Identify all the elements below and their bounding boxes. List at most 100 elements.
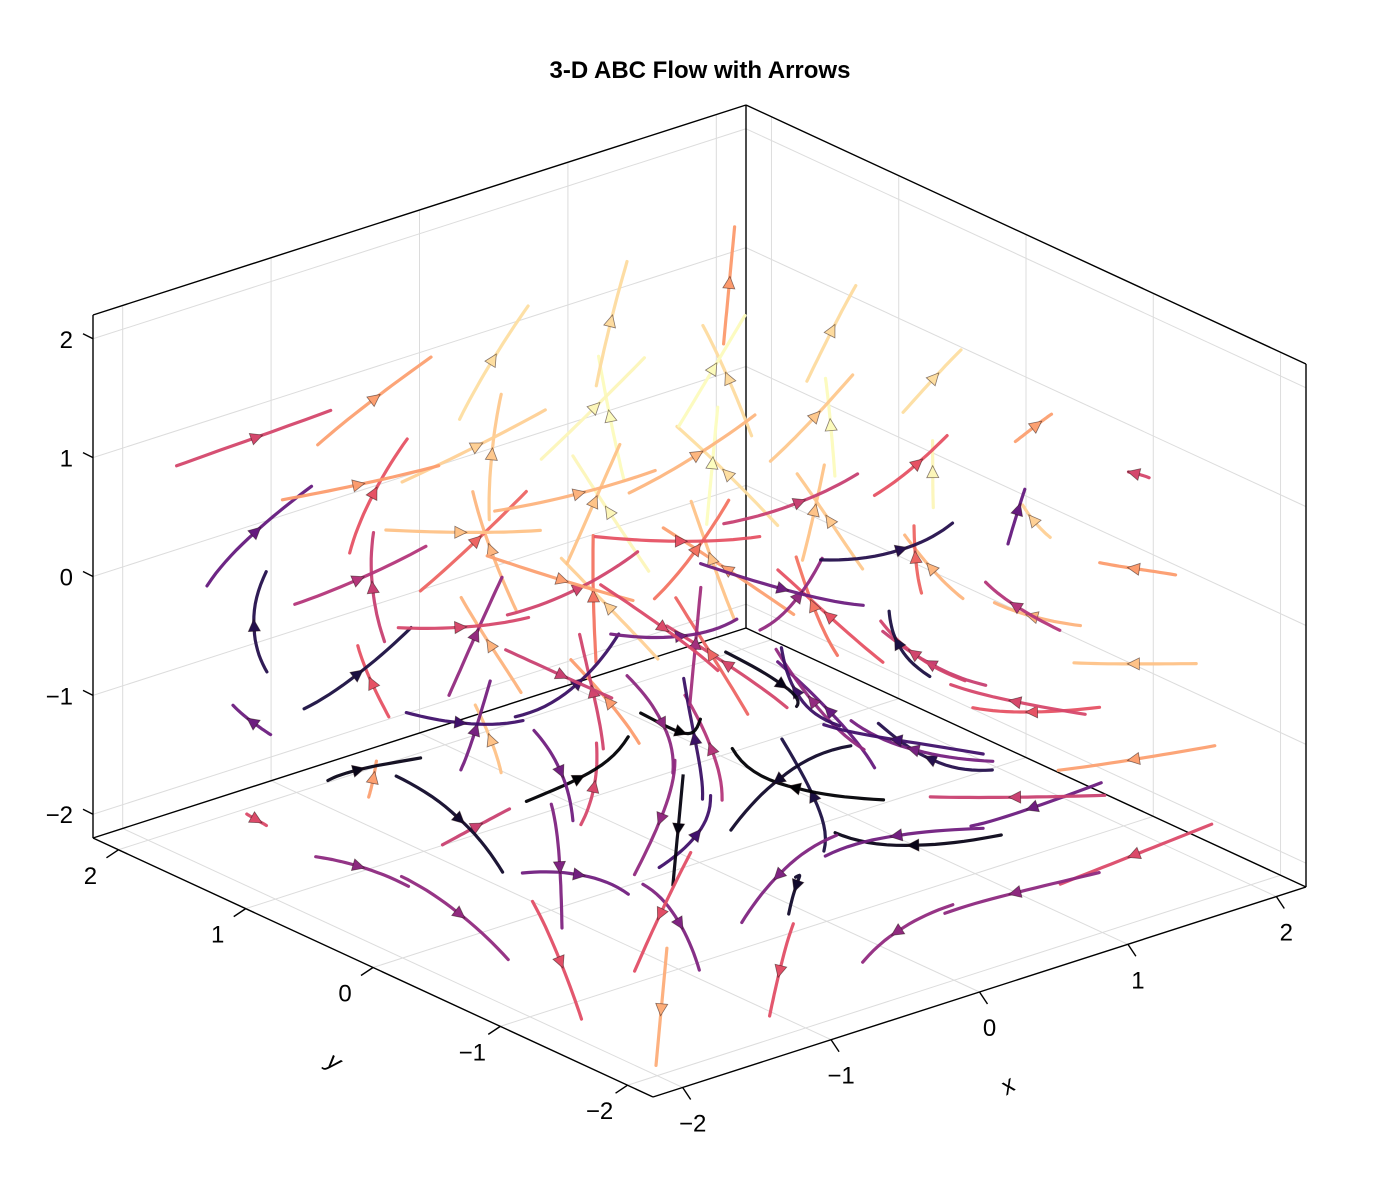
arrow-head (248, 432, 264, 446)
arrow-head (654, 619, 670, 633)
arrow-head (707, 741, 720, 757)
arrow-head (670, 915, 684, 931)
arrow-head (603, 313, 616, 329)
arrow-head (823, 611, 838, 625)
arrow-head (467, 628, 480, 643)
arrow-head (351, 764, 366, 778)
z-tick-mark (82, 452, 94, 459)
tick-labels: −2 −1 0 1 2 −2 −1 0 1 2 −2 −1 0 1 2 (46, 327, 1293, 1138)
arrow-head (890, 923, 906, 936)
arrow-head (552, 860, 567, 875)
x-tick-label: 0 (983, 1015, 996, 1042)
z-tick-mark (82, 689, 94, 696)
arrow-head (604, 505, 618, 521)
arrow-head (484, 446, 498, 461)
arrow-head (889, 734, 904, 748)
streamline (205, 484, 314, 588)
arrow-head (926, 464, 940, 479)
grid-line-floor-y (118, 639, 772, 851)
arrow-head (451, 905, 466, 919)
arrow-head (923, 755, 939, 768)
arrow-head (720, 660, 736, 674)
z-tick-label: 0 (60, 565, 73, 592)
y-axis-label: y (320, 1046, 348, 1077)
arrow-head (1126, 657, 1140, 671)
arrow-head (1127, 846, 1142, 860)
arrow-head (1024, 705, 1039, 719)
arrow-head (552, 763, 565, 779)
arrow-head (889, 828, 904, 842)
arrow-head (350, 575, 366, 588)
arrow-head (688, 450, 704, 464)
arrow-head (247, 810, 263, 824)
arrow-head (775, 580, 790, 594)
arrow-head (807, 695, 822, 710)
z-tick-mark (82, 333, 94, 340)
streamline (872, 434, 949, 497)
z-tick-label: 2 (60, 327, 73, 354)
arrow-head (365, 770, 379, 785)
arrow-head (773, 675, 789, 690)
arrow-head (787, 782, 803, 796)
arrow-head (570, 774, 586, 787)
arrow-head (672, 822, 686, 837)
arrow-head (656, 905, 669, 921)
arrow-head (653, 715, 666, 731)
arrow-head (688, 636, 702, 651)
frame-edge (745, 627, 1307, 888)
arrow-head (1009, 601, 1025, 615)
z-tick-mark (82, 808, 94, 815)
grid-line-floor-y (500, 815, 1154, 1027)
arrow-head (672, 723, 688, 737)
arrow-head (350, 858, 366, 871)
streamline (758, 556, 824, 632)
arrow-head (1126, 468, 1142, 482)
arrow-head (791, 497, 807, 511)
arrow-head (774, 963, 788, 979)
y-tick-mark (487, 1025, 501, 1035)
arrow-head (707, 551, 720, 567)
streamline (394, 774, 505, 874)
arrow-head (366, 393, 381, 408)
arrow-head (656, 811, 669, 826)
grid-line-back-z (92, 603, 747, 815)
arrow-head (450, 810, 466, 825)
streamline (524, 735, 630, 803)
grid-line-floor-y (245, 698, 899, 910)
grid-line-side-z (745, 366, 1307, 626)
arrow-head (1027, 420, 1043, 434)
arrow-head (486, 732, 500, 748)
arrow-head (908, 458, 924, 473)
arrow-head (586, 589, 601, 603)
arrow-head (687, 828, 702, 844)
arrow-head (586, 401, 601, 416)
arrow-head (467, 535, 482, 550)
streamline (348, 437, 409, 555)
x-tick-label: 2 (1280, 920, 1293, 947)
streamlines (175, 225, 1217, 1067)
streamline (730, 746, 886, 802)
y-tick-label: 0 (338, 981, 351, 1008)
arrow-head (1028, 514, 1042, 529)
z-tick-label: −2 (46, 802, 73, 829)
y-tick-mark (233, 908, 247, 918)
arrow-head (368, 676, 381, 692)
arrow-head (454, 620, 468, 635)
grid-line-floor-y (372, 757, 1027, 968)
arrow-head (554, 572, 570, 585)
arrow-head (893, 544, 909, 558)
arrow-head (926, 562, 940, 577)
arrow-head (366, 580, 380, 595)
grid-line-back-z (92, 128, 747, 340)
arrow-head (773, 866, 788, 881)
grid-line-back-z (92, 247, 747, 459)
streamline (513, 632, 621, 719)
arrow-head (689, 731, 703, 746)
arrow-head (467, 722, 481, 738)
arrow-head (705, 455, 719, 470)
arrow-head (552, 954, 565, 969)
arrow-head (604, 696, 618, 711)
grid-line-floor-y (627, 874, 1281, 1086)
arrow-head (809, 598, 822, 614)
